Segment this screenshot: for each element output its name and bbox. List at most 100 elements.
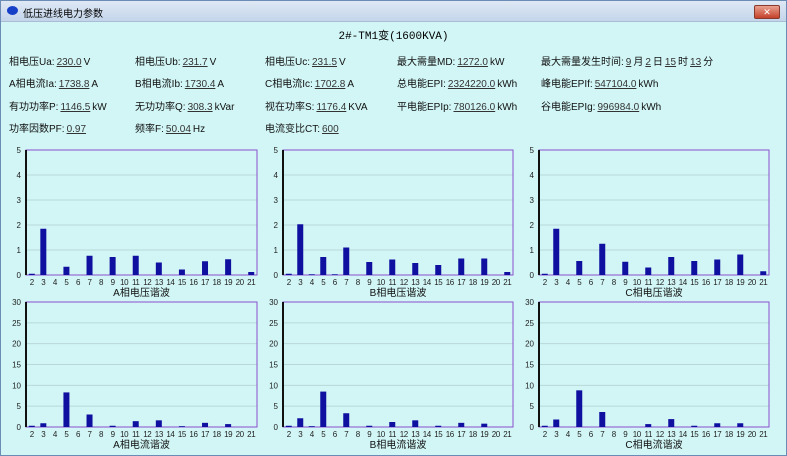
bar-h19 xyxy=(225,259,232,275)
x-tick-label: 5 xyxy=(64,278,69,287)
x-tick-label: 13 xyxy=(411,430,420,439)
bar-h17 xyxy=(714,423,721,427)
y-tick-label: 2 xyxy=(274,221,279,230)
chart-title: C相电流谐波 xyxy=(625,438,682,451)
bar-h19 xyxy=(481,423,488,427)
bar-h13 xyxy=(155,420,162,427)
bar-h5 xyxy=(63,392,70,427)
bar-h15 xyxy=(435,265,442,275)
x-tick-label: 3 xyxy=(554,430,559,439)
x-tick-label: 12 xyxy=(143,278,152,287)
app-icon xyxy=(7,6,18,15)
x-tick-label: 18 xyxy=(213,430,222,439)
y-tick-label: 0 xyxy=(17,423,22,432)
x-tick-label: 21 xyxy=(759,430,768,439)
field-10: 无功功率Q: 308.3 kVar xyxy=(135,102,234,114)
x-tick-label: 14 xyxy=(423,430,432,439)
x-tick-label: 15 xyxy=(690,278,699,287)
chart-title: A相电压谐波 xyxy=(113,286,170,299)
field-value: 1272.0 xyxy=(457,57,488,68)
x-tick-label: 13 xyxy=(155,430,164,439)
field-value: 1146.5 xyxy=(60,102,91,113)
field-value: 600 xyxy=(322,124,339,135)
bar-h3 xyxy=(40,228,47,275)
bar-h13 xyxy=(155,262,162,275)
x-tick-label: 7 xyxy=(600,430,605,439)
x-tick-label: 21 xyxy=(759,278,768,287)
y-tick-label: 30 xyxy=(12,298,21,307)
field-label: 平电能EPIp: xyxy=(397,102,452,113)
field-value: 231.7 xyxy=(182,57,208,68)
x-tick-label: 8 xyxy=(356,278,361,287)
bar-h17 xyxy=(202,261,209,275)
x-tick-label: 15 xyxy=(178,430,187,439)
x-tick-label: 10 xyxy=(633,430,642,439)
x-tick-label: 11 xyxy=(644,278,652,287)
y-tick-label: 1 xyxy=(17,246,22,255)
y-tick-label: 20 xyxy=(269,340,278,349)
x-tick-label: 17 xyxy=(457,278,466,287)
bar-h5 xyxy=(63,266,70,275)
x-tick-label: 9 xyxy=(623,278,628,287)
y-tick-label: 25 xyxy=(12,319,21,328)
field-16: 电流变比CT: 600 xyxy=(265,124,341,136)
x-tick-label: 8 xyxy=(99,430,104,439)
x-tick-label: 3 xyxy=(554,278,559,287)
month-unit: 月 xyxy=(633,57,644,68)
x-tick-label: 17 xyxy=(457,430,466,439)
x-tick-label: 21 xyxy=(503,430,512,439)
x-tick-label: 15 xyxy=(178,278,187,287)
x-tick-label: 18 xyxy=(725,278,734,287)
x-tick-label: 12 xyxy=(400,278,409,287)
field-value: 1730.4 xyxy=(184,79,216,90)
y-tick-label: 20 xyxy=(525,340,534,349)
bar-h5 xyxy=(320,257,327,275)
x-tick-label: 6 xyxy=(333,430,338,439)
x-tick-label: 16 xyxy=(446,430,455,439)
x-tick-label: 9 xyxy=(623,430,628,439)
field-value: 2324220.0 xyxy=(447,79,496,90)
md-time-label: 最大需量发生时间: xyxy=(541,57,624,68)
field-unit: kWh xyxy=(497,102,518,113)
field-unit: V xyxy=(209,57,217,68)
x-tick-label: 14 xyxy=(423,278,432,287)
x-tick-label: 10 xyxy=(633,278,642,287)
md-day: 2 xyxy=(645,57,651,68)
x-tick-label: 20 xyxy=(236,430,245,439)
x-tick-label: 11 xyxy=(388,278,396,287)
x-tick-label: 16 xyxy=(702,278,711,287)
x-tick-label: 21 xyxy=(247,430,256,439)
bar-h9 xyxy=(622,261,629,275)
x-tick-label: 4 xyxy=(566,430,571,439)
field-3: 最大需量MD: 1272.0 kW xyxy=(397,57,504,69)
y-tick-label: 10 xyxy=(269,381,278,390)
x-tick-label: 15 xyxy=(434,278,443,287)
bar-h7 xyxy=(86,414,93,427)
plot-frame xyxy=(25,149,258,276)
y-tick-label: 30 xyxy=(269,298,278,307)
y-tick-label: 0 xyxy=(530,271,535,280)
y-tick-label: 5 xyxy=(17,146,22,155)
bar-h9 xyxy=(366,425,373,427)
field-label: B相电流Ib: xyxy=(135,79,183,90)
x-tick-label: 10 xyxy=(377,278,386,287)
bar-h7 xyxy=(343,247,350,275)
x-tick-label: 6 xyxy=(333,278,338,287)
x-tick-label: 17 xyxy=(713,278,722,287)
field-unit: kVar xyxy=(214,102,235,113)
y-tick-label: 3 xyxy=(17,196,22,205)
field-value: 231.5 xyxy=(312,57,338,68)
x-tick-label: 16 xyxy=(702,430,711,439)
y-tick-label: 25 xyxy=(269,319,278,328)
y-tick-label: 15 xyxy=(525,361,534,370)
field-unit: kW xyxy=(92,102,107,113)
bar-h2 xyxy=(28,273,35,275)
x-tick-label: 3 xyxy=(41,278,46,287)
x-tick-label: 2 xyxy=(30,278,35,287)
minute-unit: 分 xyxy=(703,57,714,68)
close-button[interactable]: ✕ xyxy=(754,5,780,19)
field-0: 相电压Ua: 230.0 V xyxy=(9,57,90,69)
y-tick-label: 5 xyxy=(530,402,535,411)
x-tick-label: 16 xyxy=(189,278,198,287)
x-tick-label: 17 xyxy=(713,430,722,439)
